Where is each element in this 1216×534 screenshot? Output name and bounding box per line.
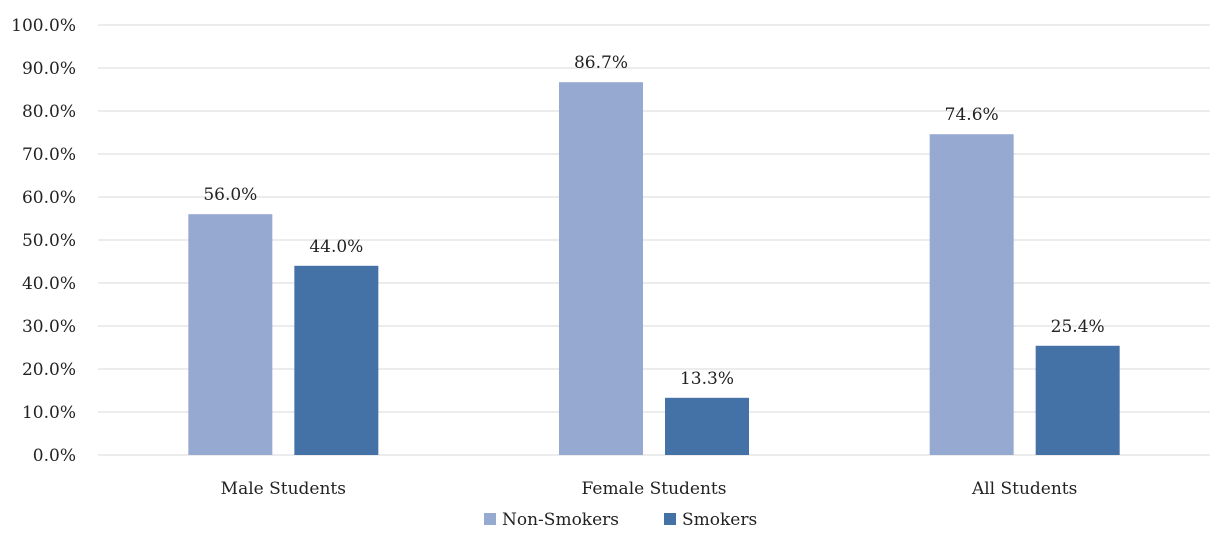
y-tick-label: 50.0% bbox=[22, 231, 76, 251]
data-labels: 56.0% 44.0% 86.7% 13.3% 74.6% 25.4% bbox=[203, 53, 1104, 389]
y-tick-label: 60.0% bbox=[22, 188, 76, 208]
data-label: 56.0% bbox=[203, 185, 257, 205]
legend-label: Smokers bbox=[682, 510, 757, 530]
gridlines bbox=[98, 24, 1210, 456]
y-tick-label: 70.0% bbox=[22, 145, 76, 165]
bar-non-smokers-3 bbox=[929, 134, 1014, 455]
bar-smokers-2 bbox=[665, 397, 749, 455]
y-axis-tick-labels: 0.0% 10.0% 20.0% 30.0% 40.0% 50.0% 60.0% 70.0% 8… bbox=[11, 16, 76, 466]
data-label: 13.3% bbox=[680, 369, 734, 389]
legend-swatch-smokers bbox=[664, 513, 676, 525]
y-tick-label: 80.0% bbox=[22, 102, 76, 122]
legend-swatch-non-smokers bbox=[484, 513, 496, 525]
bar-non-smokers-2 bbox=[559, 82, 643, 455]
legend-label: Non-Smokers bbox=[502, 510, 619, 530]
x-axis-category-labels: Male Students Female Students All Students bbox=[221, 479, 1078, 499]
bar-smokers-1 bbox=[294, 265, 379, 455]
x-category-label: Male Students bbox=[221, 479, 346, 499]
y-tick-label: 0.0% bbox=[33, 446, 76, 466]
x-category-label: Female Students bbox=[582, 479, 727, 499]
bars bbox=[188, 82, 1120, 455]
bar-non-smokers-1 bbox=[188, 214, 273, 455]
legend: Non-Smokers Smokers bbox=[484, 510, 757, 530]
data-label: 44.0% bbox=[309, 237, 363, 257]
data-label: 74.6% bbox=[945, 105, 999, 125]
data-label: 86.7% bbox=[574, 53, 628, 73]
x-category-label: All Students bbox=[971, 479, 1077, 499]
y-tick-label: 30.0% bbox=[22, 317, 76, 337]
data-label: 25.4% bbox=[1051, 317, 1105, 337]
y-tick-label: 100.0% bbox=[11, 16, 76, 36]
y-tick-label: 40.0% bbox=[22, 274, 76, 294]
y-tick-label: 90.0% bbox=[22, 59, 76, 79]
y-tick-label: 20.0% bbox=[22, 360, 76, 380]
bar-smokers-3 bbox=[1035, 345, 1120, 455]
y-tick-label: 10.0% bbox=[22, 403, 76, 423]
